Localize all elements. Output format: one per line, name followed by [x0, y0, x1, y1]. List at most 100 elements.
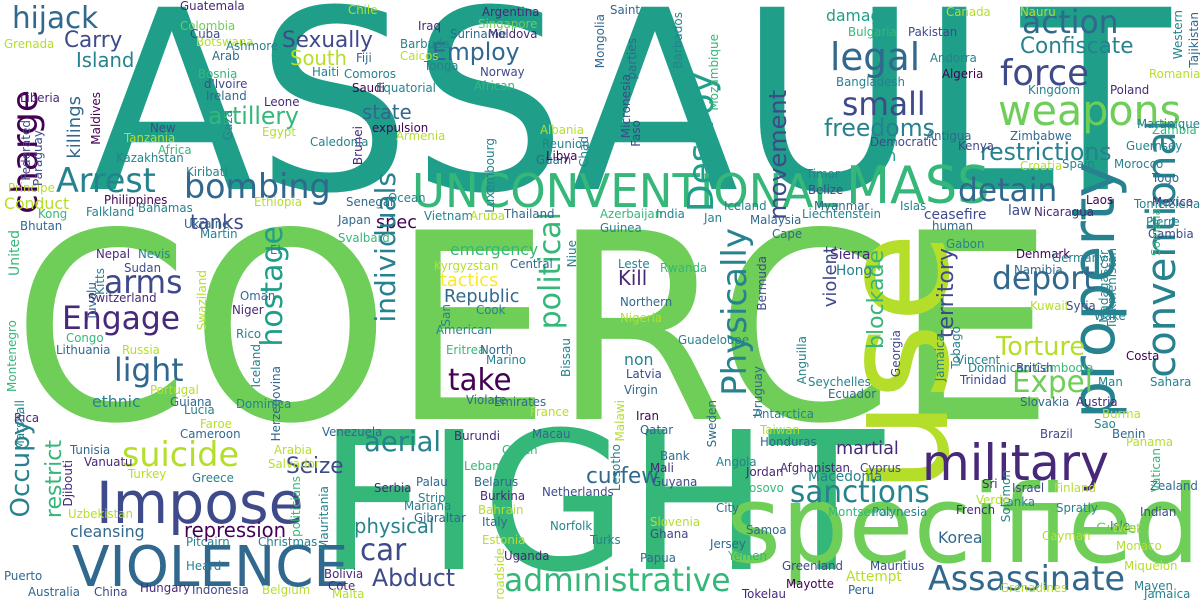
word-grenadines: Grenadines — [1000, 581, 1068, 595]
word-angola: Angola — [716, 455, 757, 469]
word-south: South — [290, 46, 347, 70]
word-action: action — [1022, 3, 1119, 41]
word-cambodia: Cambodia — [1034, 361, 1094, 375]
word-gaza: Gaza — [221, 110, 235, 141]
word-vatican: Vatican — [1149, 448, 1163, 493]
word-mauritania: Mauritania — [317, 486, 331, 550]
word-helena: Helena — [1158, 197, 1200, 211]
word-san: San — [439, 304, 453, 327]
word-malta: Malta — [332, 587, 365, 600]
word-central: Central — [510, 257, 553, 271]
word-honduras: Honduras — [760, 435, 817, 449]
word-antarctica: Antarctica — [754, 407, 814, 421]
word-emergency: emergency — [450, 240, 539, 259]
word-senegal: Senegal — [346, 195, 394, 209]
word-slovenia: Slovenia — [650, 515, 701, 529]
word-tanks: tanks — [190, 210, 244, 234]
word-jamaica: Jamaica — [1144, 587, 1191, 600]
word-russia: Russia — [122, 343, 160, 357]
word-vietnam: Vietnam — [424, 209, 474, 223]
word-bombing: bombing — [184, 167, 331, 207]
word-andorra: Andorra — [930, 51, 977, 65]
word-isle: Isle — [1110, 519, 1131, 533]
word-island: Island — [76, 48, 135, 72]
word-artillery: artillery — [208, 102, 299, 130]
word-czech: Czech — [502, 443, 538, 457]
word-africa: Africa — [158, 143, 192, 157]
word-anguilla: Anguilla — [795, 336, 809, 385]
word-bhutan: Bhutan — [20, 219, 63, 233]
word-cyprus: Cyprus — [860, 461, 902, 475]
word-martial: martial — [836, 438, 899, 459]
word-uzbekistan: Uzbekistan — [68, 507, 133, 521]
word-burundi: Burundi — [454, 429, 500, 443]
word-grenada: Grenada — [4, 37, 55, 51]
word-sao: Sao — [1094, 417, 1116, 431]
word-curfew: curfew — [586, 464, 659, 489]
word-bahrain: Bahrain — [478, 503, 524, 517]
word-myanmar: Myanmar — [814, 199, 870, 213]
word-state: state — [362, 100, 412, 124]
word-malaysia: Malaysia — [750, 213, 802, 227]
word-cook: Cook — [476, 303, 506, 317]
word-guiana: Guiana — [170, 395, 212, 409]
word-cape: Cape — [772, 227, 803, 241]
word-iceland: Iceland — [724, 199, 767, 213]
word-arabia: Arabia — [274, 443, 313, 457]
word-cameroon: Cameroon — [180, 427, 241, 441]
word-niger: Niger — [232, 303, 264, 317]
word-bangladesh: Bangladesh — [836, 75, 905, 89]
word-rwanda: Rwanda — [660, 261, 708, 275]
word-restrictions: restrictions — [980, 138, 1112, 166]
word-puerto: Puerto — [4, 569, 43, 583]
word-arms: arms — [104, 263, 183, 301]
word-australia: Australia — [28, 585, 81, 599]
word-polynesia: Polynesia — [872, 505, 928, 519]
word-pierre: Pierre — [1146, 215, 1180, 229]
word-france: France — [530, 405, 570, 419]
word-politicians: politicians — [289, 476, 303, 537]
word-morocco: Morocco — [1114, 157, 1164, 171]
word-peru: Peru — [848, 583, 875, 597]
word-physically: Physically — [715, 228, 755, 396]
word-sanctions: sanctions — [790, 475, 930, 510]
word-argentina: Argentina — [482, 5, 540, 19]
word-armenia: Armenia — [396, 129, 446, 143]
word-bermuda: Bermuda — [755, 256, 769, 311]
word-mayotte: Mayotte — [786, 577, 834, 591]
word-ethiopia: Ethiopia — [254, 195, 302, 209]
word-faroe: Faroe — [200, 417, 232, 431]
word-iraq: Iraq — [418, 19, 441, 33]
word-zambia: Zambia — [1152, 123, 1197, 137]
word-haiti: Haiti — [312, 65, 340, 79]
word-el: El — [270, 243, 281, 257]
word-vanuatu: Vanuatu — [84, 455, 133, 469]
word-kill: Kill — [618, 266, 648, 290]
word-laos: Laos — [1086, 193, 1114, 207]
word-lebanon: Lebanon — [464, 459, 515, 473]
word-indian: Indian — [1140, 505, 1177, 519]
word-panama: Panama — [1126, 435, 1174, 449]
word-non: non — [624, 350, 654, 369]
word-botswana: Botswana — [196, 35, 254, 49]
word-aerial: aerial — [364, 425, 442, 458]
word-leone: Leone — [264, 95, 300, 109]
word-uganda: Uganda — [504, 549, 550, 563]
word-syria: Syria — [1066, 299, 1096, 313]
word-sahara: Sahara — [1150, 375, 1192, 389]
word-north: North — [480, 343, 513, 357]
word-employ: Employ — [432, 38, 520, 66]
word-ecuador: Ecuador — [828, 387, 877, 401]
word-seize: Seize — [286, 454, 344, 479]
word-guatemala: Guatemala — [180, 0, 245, 13]
word-korea: Korea — [938, 528, 983, 547]
word-tome: Tome — [1134, 197, 1166, 211]
word-tunisia: Tunisia — [70, 443, 111, 457]
word-lesotho: Lesotho — [609, 444, 623, 492]
word-maldives: Maldives — [89, 92, 103, 145]
word-aruba: Aruba — [470, 209, 506, 223]
word-macau: Macau — [532, 427, 571, 441]
word-belize: Belize — [808, 183, 844, 197]
word-hungary: Hungary — [140, 581, 191, 595]
